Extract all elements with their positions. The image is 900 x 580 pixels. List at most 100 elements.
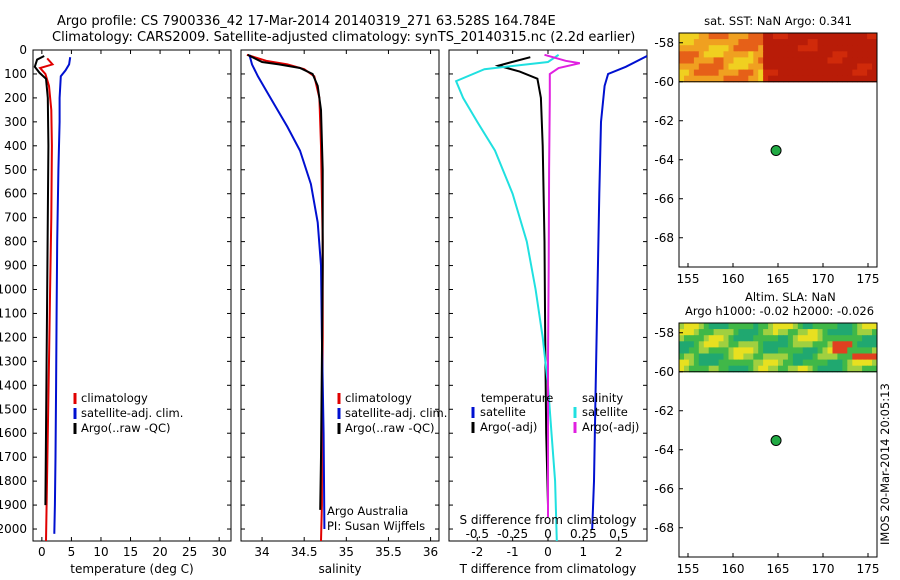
sla_map-data-cell: [852, 347, 858, 354]
temperature-xtick-label: 30: [212, 545, 227, 559]
sla_map-data-cell: [743, 329, 749, 336]
sla_map-data-cell: [817, 359, 824, 367]
sst_map-data-cell: [703, 57, 710, 64]
sla_map-data-cell: [797, 353, 804, 361]
sst_map-data-cell: [862, 69, 868, 77]
sla_map-data-cell: [703, 341, 710, 348]
sla_map-data-cell: [822, 347, 828, 354]
sst_map-data-cell: [703, 45, 710, 52]
sst_map-data-cell: [822, 57, 828, 64]
sst_map-data-cell: [778, 75, 784, 83]
sst_map-data-cell: [688, 63, 695, 71]
sst_map-data-cell: [688, 75, 695, 83]
sst_map-data-cell: [862, 33, 868, 40]
sla_map-data-cell: [837, 353, 843, 361]
sst_map-data-cell: [733, 69, 739, 77]
sla_map-data-cell: [852, 353, 858, 361]
sst_map-data-cell: [778, 57, 784, 64]
sst_map-data-cell: [679, 51, 685, 58]
sst_map-argo-position-marker: [770, 145, 782, 157]
sla_map-data-cell: [783, 347, 789, 354]
sst_map-data-cell: [832, 63, 838, 71]
sst_map-data-cell: [768, 57, 774, 64]
sla_map-data-cell: [787, 347, 794, 354]
sst_map-data-cell: [862, 51, 868, 58]
sst_map-data-cell: [867, 45, 873, 52]
sst_map-data-cell: [807, 51, 814, 58]
sla_map-data-cell: [718, 323, 725, 330]
sst_map-data-cell: [867, 39, 873, 46]
sst_map-data-cell: [733, 57, 739, 64]
sla_map-argo-position-marker: [770, 435, 782, 447]
sla_map-data-cell: [837, 347, 843, 354]
sla_map-data-cell: [792, 323, 799, 330]
sla_map-data-cell: [867, 347, 873, 354]
sla_map-data-cell: [688, 323, 695, 330]
sst_map-data-cell: [679, 75, 685, 83]
sst_map-data-cell: [753, 51, 759, 58]
sla_map-data-cell: [733, 347, 739, 354]
sla_map-data-cell: [832, 365, 838, 373]
sst_map-data-cell: [743, 45, 749, 52]
sla_map-data-cell: [684, 341, 690, 348]
sla_map-data-cell: [842, 335, 848, 342]
sst_map-data-cell: [812, 63, 819, 71]
sla_map-data-cell: [733, 335, 739, 342]
sla_map-ytick-label: -66: [654, 482, 674, 496]
sla_map-data-cell: [713, 335, 720, 342]
timestamp-stamp: IMOS 20-Mar-2014 20:05:13: [878, 383, 892, 545]
salinity-axes-frame: [240, 49, 440, 542]
sla_map-data-cell: [867, 335, 873, 342]
sst_map-data-cell: [837, 39, 843, 46]
sst_map-data-cell: [723, 45, 729, 52]
sla_map-data-cell: [842, 365, 848, 373]
sst_map-data-cell: [862, 39, 868, 46]
sst_map-data-cell: [708, 57, 715, 64]
sst_map-data-cell: [723, 57, 729, 64]
sla_map-data-cell: [778, 353, 784, 361]
sst_map-data-cell: [792, 45, 799, 52]
sla_map-data-cell: [847, 335, 853, 342]
sst_map-data-cell: [718, 57, 725, 64]
sla_map-data-cell: [802, 341, 809, 348]
sla_map-data-cell: [842, 353, 848, 361]
sst_map-data-cell: [817, 33, 824, 40]
sla_map-data-cell: [708, 329, 715, 336]
sst_map-data-cell: [832, 33, 838, 40]
sla_map-data-cell: [688, 359, 695, 367]
sla_map-data-cell: [792, 353, 799, 361]
depth-tick-label: 100: [4, 67, 27, 81]
sst_map-data-cell: [852, 39, 858, 46]
sst_map-data-cell: [679, 69, 685, 77]
sla_map-data-cell: [797, 323, 804, 330]
sla_map-xtick-label: 165: [767, 562, 790, 576]
sst_map-data-cell: [812, 45, 819, 52]
sla_map-data-cell: [807, 365, 814, 373]
sla_map-data-cell: [703, 359, 710, 367]
sla_map-data-cell: [684, 365, 690, 373]
sst_map-data-cell: [807, 69, 814, 77]
sla_map-data-cell: [713, 353, 720, 361]
sla_map-data-cell: [728, 365, 734, 373]
salinity-series-argo-raw-qc-: [247, 53, 324, 510]
sst_map-data-cell: [792, 51, 799, 58]
sst_map-data-cell: [679, 33, 685, 40]
sla_map-data-cell: [802, 347, 809, 354]
sla_map-data-cell: [847, 329, 853, 336]
sst_map-data-cell: [733, 39, 739, 46]
sst_map-data-cell: [847, 69, 853, 77]
sla_map-data-cell: [817, 341, 824, 348]
sst_map-data-cell: [718, 45, 725, 52]
sla_map-data-cell: [713, 323, 720, 330]
sst_map-data-cell: [842, 45, 848, 52]
sst_map-data-cell: [783, 69, 789, 77]
sst_map-data-cell: [758, 45, 764, 52]
sla_map-data-cell: [773, 329, 779, 336]
sst_map-data-cell: [787, 57, 794, 64]
sla_map-data-cell: [852, 359, 858, 367]
sst_map-data-cell: [684, 45, 690, 52]
sst_map-data-cell: [817, 63, 824, 71]
sla_map-data-cell: [832, 341, 838, 348]
sst_map-data-cell: [837, 57, 843, 64]
sst_map-data-cell: [792, 33, 799, 40]
